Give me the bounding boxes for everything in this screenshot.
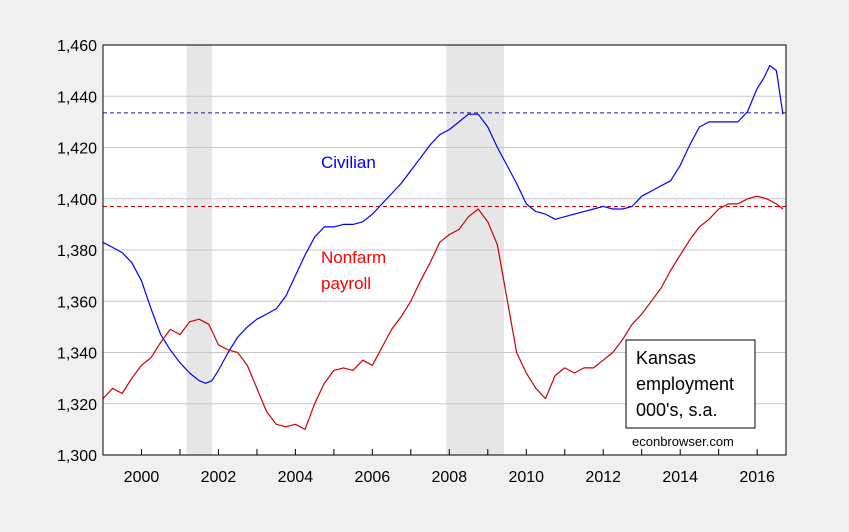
series-lines: [102, 64, 784, 430]
x-tick-label-2006: 2006: [355, 469, 391, 486]
x-tick-label-2002: 2002: [201, 469, 237, 486]
x-tick-label-2010: 2010: [508, 469, 544, 486]
y-tick-label-1460: 1,460: [57, 38, 97, 55]
plot-frame: [102, 44, 787, 456]
y-tick-label-1340: 1,340: [57, 346, 97, 363]
x-tick-label-2014: 2014: [662, 469, 698, 486]
x-tick-label-2012: 2012: [585, 469, 621, 486]
y-tick-label-1300: 1,300: [57, 448, 97, 465]
reference-lines: [103, 112, 786, 207]
x-tick-label-2016: 2016: [739, 469, 775, 486]
legend-box-line3: 000's, s.a.: [636, 400, 717, 420]
y-tick-label-1320: 1,320: [57, 397, 97, 414]
y-axis: 1,300 1,320 1,340 1,360 1,380 1,400 1,420 1,440…: [57, 38, 97, 465]
y-tick-label-1360: 1,360: [57, 294, 97, 311]
y-tick-label-1420: 1,420: [57, 141, 97, 158]
civilian-label: Civilian: [321, 153, 376, 172]
x-tick-label-2004: 2004: [278, 469, 314, 486]
nonfarm-label-line2: payroll: [321, 274, 371, 293]
legend-box: [625, 339, 756, 429]
y-tick-label-1440: 1,440: [57, 89, 97, 106]
series-line-civilian: [102, 64, 784, 384]
nonfarm-label-line1: Nonfarm: [321, 248, 386, 267]
source-label: econbrowser.com: [632, 434, 734, 449]
x-tick-label-2008: 2008: [432, 469, 468, 486]
y-tick-label-1400: 1,400: [57, 192, 97, 209]
x-axis: 2000 2002 2004 2006 2008 2010 2012 2014 2016: [124, 449, 775, 486]
legend-box-line2: employment: [636, 374, 734, 394]
y-tick-label-1380: 1,380: [57, 243, 97, 260]
x-tick-label-2000: 2000: [124, 469, 160, 486]
legend-box-line1: Kansas: [636, 348, 696, 368]
series-line-nonfarm-payroll: [102, 195, 784, 430]
